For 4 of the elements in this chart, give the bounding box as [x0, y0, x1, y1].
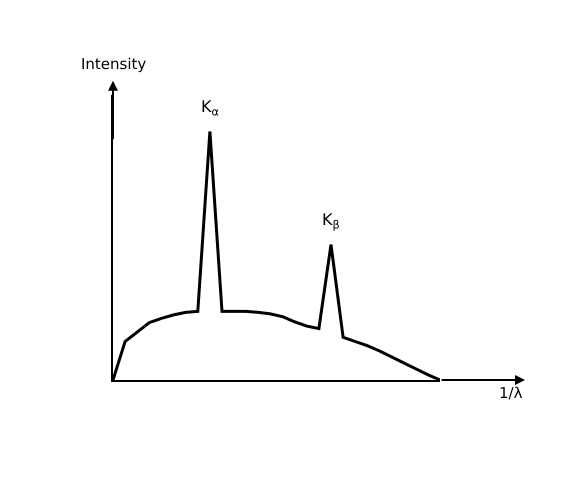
x-axis-title: 1/λ: [499, 384, 523, 402]
y-axis-title: Intensity: [81, 55, 146, 73]
text: K$_{α}$: [201, 97, 219, 118]
annotation: K$_{β}$: [322, 210, 340, 232]
